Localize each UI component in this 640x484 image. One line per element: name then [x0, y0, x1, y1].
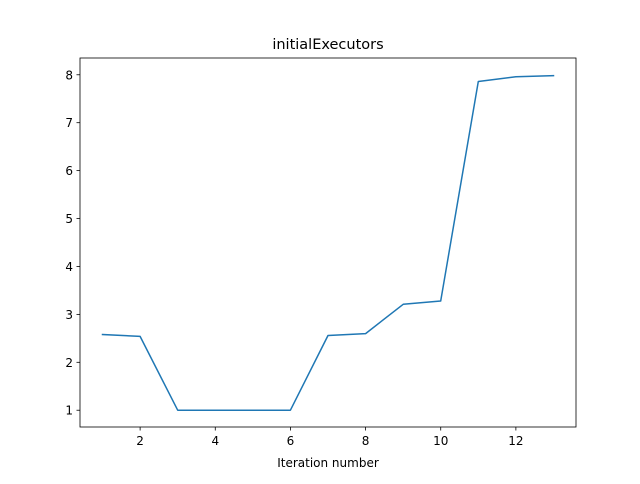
- y-tick-label: 1: [65, 404, 73, 418]
- y-tick-label: 6: [65, 164, 73, 178]
- y-tick-label: 7: [65, 116, 73, 130]
- y-tick-label: 3: [65, 308, 73, 322]
- x-axis-label: Iteration number: [277, 456, 379, 470]
- x-tick-label: 4: [211, 434, 219, 448]
- x-tick-label: 2: [136, 434, 144, 448]
- series-line-1: [101, 74, 555, 411]
- y-tick-label: 5: [65, 212, 73, 226]
- y-tick-label: 8: [65, 68, 73, 82]
- y-tick-label: 4: [65, 260, 73, 274]
- x-tick-label: 12: [508, 434, 523, 448]
- y-tick-label: 2: [65, 356, 73, 370]
- axes-frame: [79, 57, 577, 428]
- chart-title: initialExecutors: [272, 37, 383, 53]
- x-tick-label: 8: [362, 434, 370, 448]
- x-tick-label: 10: [433, 434, 448, 448]
- x-tick-label: 6: [287, 434, 295, 448]
